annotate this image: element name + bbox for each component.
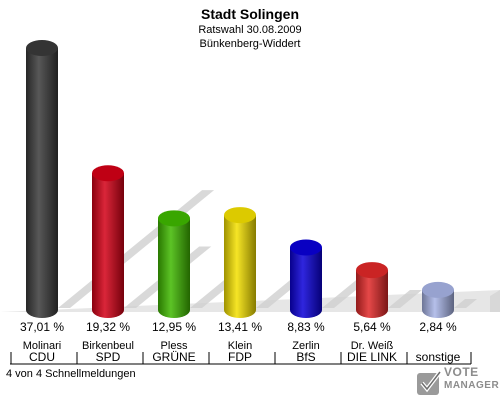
chart-title: Stadt Solingen [201, 6, 299, 22]
votemanager-logo: VOTE MANAGER [414, 366, 499, 400]
category-label: DIE LINK [347, 350, 397, 364]
candidate-label: Klein [228, 340, 252, 352]
bar-bfs [290, 247, 322, 318]
bar-die-linke [356, 270, 388, 318]
bar-top [92, 165, 124, 182]
bar-gr-ne [158, 218, 190, 318]
candidate-label: Molinari [23, 340, 62, 352]
candidate-label: Zerlin [292, 340, 320, 352]
bar-shadow [454, 298, 478, 308]
value-label: 13,41 % [218, 320, 262, 334]
candidate-label: Birkenbeul [82, 340, 134, 352]
value-label: 12,95 % [152, 320, 196, 334]
category-label: BfS [296, 350, 315, 364]
category-label: GRÜNE [152, 350, 195, 364]
bar-fdp [224, 215, 256, 318]
logo-line1: VOTE [444, 365, 479, 379]
category-label: FDP [228, 350, 252, 364]
value-label: 2,84 % [419, 320, 457, 334]
value-label: 5,64 % [353, 320, 391, 334]
bar-top [422, 281, 454, 298]
bar-shadow [58, 190, 215, 308]
candidate-label: Pless [161, 340, 188, 352]
bar-top [26, 40, 58, 56]
chart-subtitle: Ratswahl 30.08.2009 [198, 24, 302, 36]
bar-top [224, 207, 256, 224]
value-label: 19,32 % [86, 320, 130, 334]
reports-status: 4 von 4 Schnellmeldungen [6, 368, 136, 380]
chart-district: Bünkenberg-Widdert [199, 38, 301, 50]
value-label: 37,01 % [20, 320, 64, 334]
value-label: 8,83 % [287, 320, 325, 334]
bar-top [158, 210, 190, 227]
logo-text: VOTE MANAGER [444, 366, 499, 392]
bar-cdu [26, 48, 58, 318]
bar-top [356, 262, 388, 279]
category-label: CDU [29, 350, 55, 364]
checkmark-logo-icon [417, 370, 442, 395]
candidate-label: Dr. Weiß [351, 340, 394, 352]
category-label: sonstige [416, 350, 461, 364]
bar-spd [92, 173, 124, 318]
bar-top [290, 239, 322, 256]
bar-sonstige [422, 289, 454, 318]
bar-shadow [388, 290, 422, 308]
category-label: SPD [96, 350, 121, 364]
logo-line2: MANAGER [444, 380, 500, 391]
